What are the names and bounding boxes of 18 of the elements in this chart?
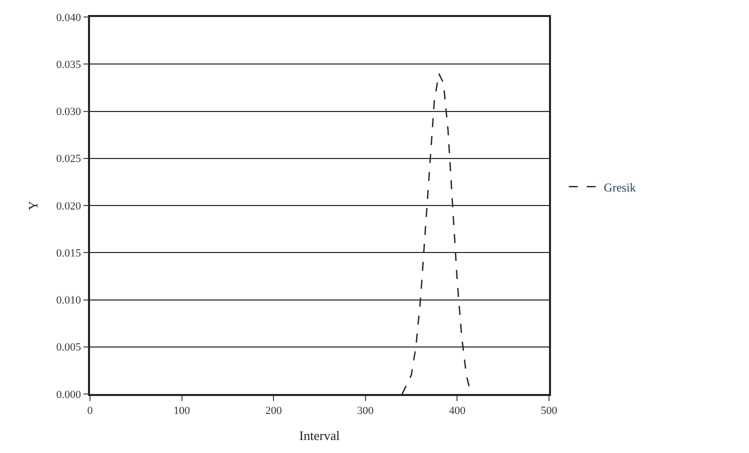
y-tick-label: 0.015 bbox=[56, 247, 82, 260]
y-tick-label: 0.005 bbox=[56, 342, 82, 354]
y-tick-label: 0.020 bbox=[56, 200, 82, 212]
y-axis-title: Y bbox=[26, 200, 41, 210]
y-tick-label: 0.025 bbox=[56, 153, 82, 166]
x-axis-title: Interval bbox=[299, 428, 340, 444]
x-tick-label: 100 bbox=[174, 404, 191, 417]
x-tick-label: 200 bbox=[265, 404, 282, 417]
y-tick-label: 0.030 bbox=[56, 106, 82, 118]
x-tick-label: 300 bbox=[357, 404, 374, 417]
y-tick-label: 0.035 bbox=[56, 58, 82, 71]
x-tick-label: 400 bbox=[448, 404, 466, 417]
y-tick-label: 0.000 bbox=[56, 388, 82, 401]
y-tick-label: 0.040 bbox=[56, 12, 82, 24]
y-tick-label: 0.010 bbox=[56, 294, 82, 307]
legend-label: Gresik bbox=[604, 180, 636, 194]
x-tick-label: 0 bbox=[87, 404, 94, 417]
x-tick-label: 500 bbox=[540, 404, 558, 417]
